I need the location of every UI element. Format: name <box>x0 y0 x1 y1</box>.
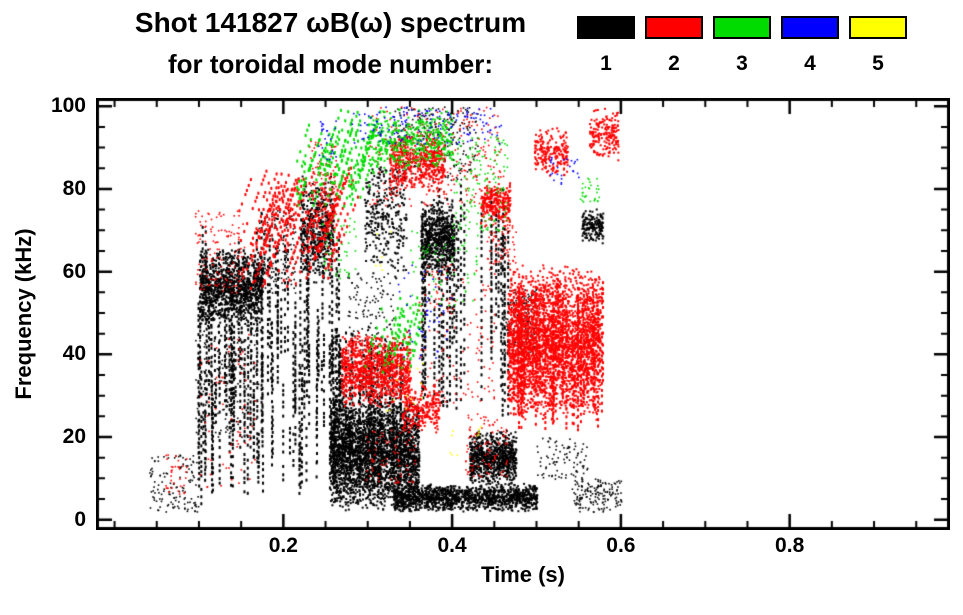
x-tick-label-0.4: 0.4 <box>437 534 467 557</box>
legend-swatch-mode-1 <box>577 16 635 39</box>
legend-label-mode-1: 1 <box>600 52 612 75</box>
figure-title: Shot 141827 ωB(ω) spectrum <box>134 7 527 38</box>
y-tick-label-60: 60 <box>62 259 86 283</box>
legend-label-mode-5: 5 <box>872 52 884 75</box>
x-axis-title: Time (s) <box>481 562 565 587</box>
legend-label-mode-3: 3 <box>736 52 748 75</box>
legend-label-mode-4: 4 <box>804 52 816 75</box>
y-tick-label-100: 100 <box>50 94 86 118</box>
mode-legend-swatches <box>577 16 907 39</box>
figure-subtitle: for toroidal mode number: <box>168 48 493 79</box>
legend-label-mode-2: 2 <box>668 52 680 75</box>
y-tick-label-0: 0 <box>74 507 86 531</box>
y-tick-label-40: 40 <box>62 342 86 366</box>
legend-swatch-mode-3 <box>713 16 771 39</box>
x-tick-label-0.8: 0.8 <box>775 534 805 557</box>
mode-legend-numbers: 1 2 3 4 5 <box>577 52 907 76</box>
y-tick-label-80: 80 <box>62 176 86 200</box>
x-tick-label-0.2: 0.2 <box>268 534 298 557</box>
x-tick-label-0.6: 0.6 <box>606 534 636 557</box>
figure-header: Shot 141827 ωB(ω) spectrum for toroidal … <box>98 6 563 80</box>
y-tick-label-20: 20 <box>62 424 86 448</box>
spectrogram-plot-canvas <box>96 98 950 530</box>
y-axis-title: Frequency (kHz) <box>11 228 36 400</box>
legend-swatch-mode-2 <box>645 16 703 39</box>
legend-swatch-mode-5 <box>849 16 907 39</box>
legend-swatch-mode-4 <box>781 16 839 39</box>
